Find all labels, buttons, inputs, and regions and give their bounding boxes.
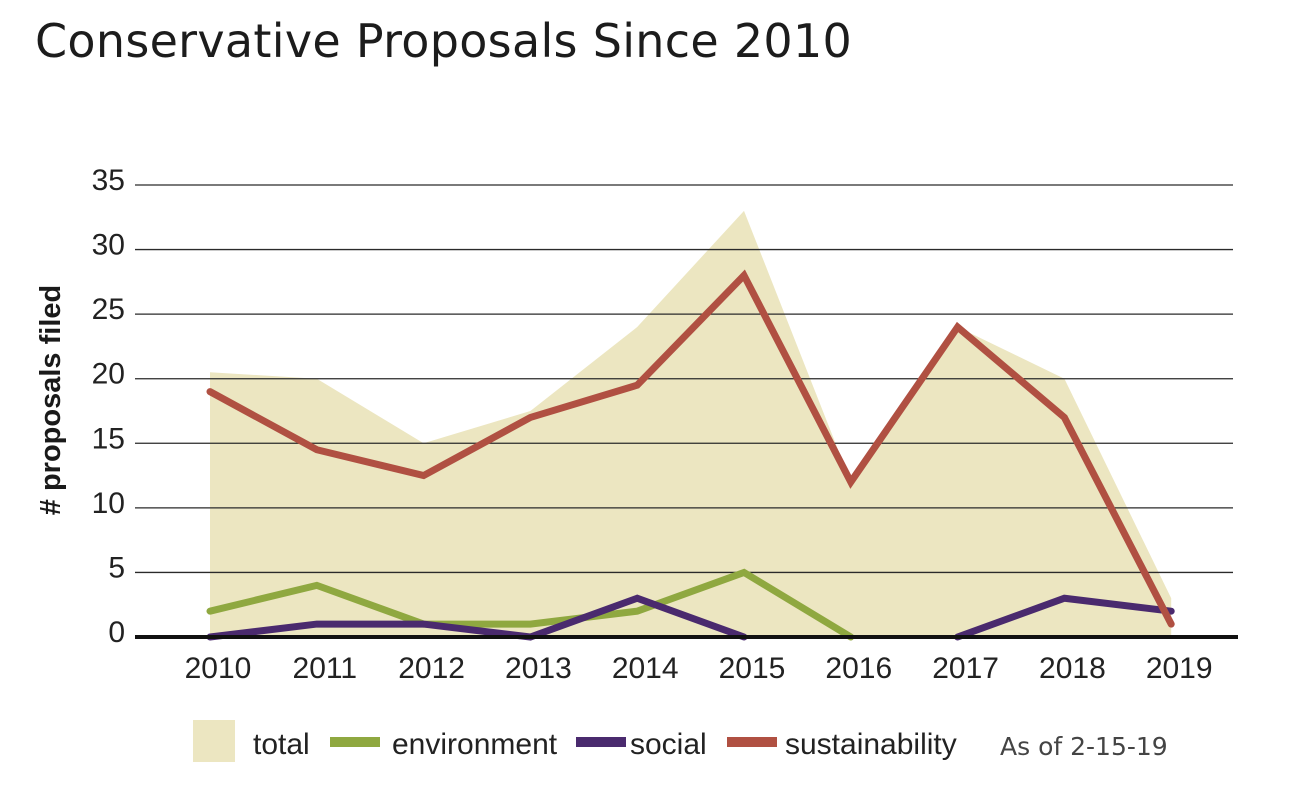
legend: total environment social sustainability (193, 720, 957, 762)
y-tick-label: 0 (108, 616, 125, 649)
area-layer (210, 210, 1172, 638)
x-tick-label: 2019 (1146, 652, 1213, 685)
line-layer (206, 269, 1175, 641)
series-line-sustainability (206, 269, 1175, 628)
y-tick-label: 15 (92, 422, 125, 455)
x-tick-label: 2016 (825, 652, 892, 685)
legend-swatch-social (576, 737, 626, 747)
legend-swatch-environment (330, 737, 380, 747)
y-tick-label: 10 (92, 487, 125, 520)
legend-swatch-sustainability (727, 737, 777, 747)
x-tick-label: 2018 (1039, 652, 1106, 685)
x-tick-label: 2014 (612, 652, 679, 685)
x-tick-labels: 2010 2011 2012 2013 2014 2015 2016 2017 2018 2019 (185, 652, 1213, 685)
x-tick-label: 2017 (932, 652, 999, 685)
x-tick-label: 2015 (719, 652, 786, 685)
legend-label-social: social (630, 728, 707, 761)
y-tick-label: 35 (92, 164, 125, 197)
grid-layer (135, 184, 1233, 574)
y-axis-title: # proposals filed (35, 285, 67, 515)
legend-label-sustainability: sustainability (785, 728, 957, 761)
x-tick-label: 2010 (185, 652, 252, 685)
y-tick-label: 5 (108, 551, 125, 584)
series-line-environment (206, 568, 855, 641)
as-of-note: As of 2-15-19 (1000, 732, 1168, 761)
series-line-social (954, 594, 1175, 641)
x-tick-label: 2011 (293, 652, 358, 685)
y-tick-label: 25 (92, 293, 125, 326)
legend-label-total: total (253, 728, 310, 761)
chart-title: Conservative Proposals Since 2010 (35, 14, 853, 68)
series-area-total (210, 210, 1172, 638)
y-tick-label: 20 (92, 358, 125, 391)
x-tick-label: 2013 (505, 652, 572, 685)
y-tick-label: 30 (92, 229, 125, 262)
y-tick-labels: 0 5 10 15 20 25 30 35 (92, 164, 125, 649)
series-line-social (206, 594, 748, 641)
legend-label-environment: environment (392, 728, 558, 761)
legend-swatch-total (193, 720, 235, 762)
x-tick-label: 2012 (398, 652, 465, 685)
